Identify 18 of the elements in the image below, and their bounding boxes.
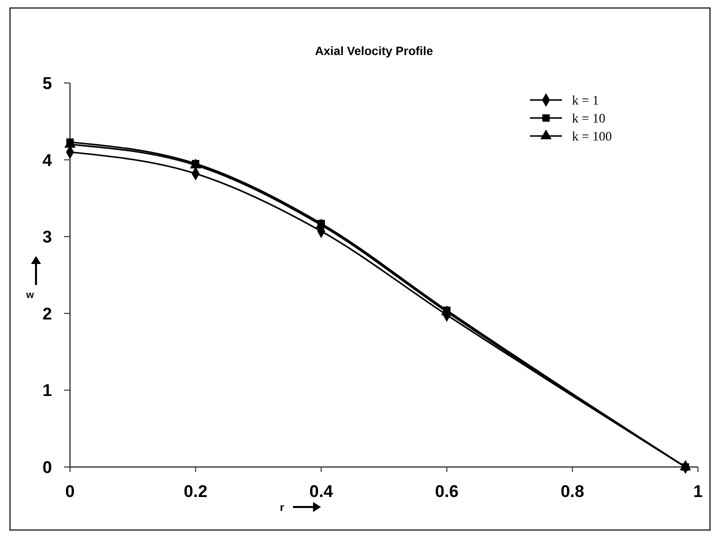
x-tick-label: 1 — [693, 482, 703, 501]
x-tick-label: 0.4 — [309, 482, 334, 501]
chart-title: Axial Velocity Profile — [314, 44, 434, 58]
y-axis-title: w — [25, 290, 34, 301]
x-tick-label: 0 — [65, 482, 75, 501]
y-tick-label: 0 — [42, 458, 52, 477]
x-axis-title: r — [280, 502, 285, 514]
x-tick-label: 0.8 — [560, 482, 584, 501]
x-tick-label: 0.6 — [434, 482, 459, 501]
y-tick-label: 5 — [42, 74, 52, 93]
legend-label: k = 1 — [572, 92, 599, 108]
x-tick-label: 0.2 — [184, 482, 208, 501]
legend-label: k = 100 — [572, 128, 612, 144]
y-tick-label: 1 — [42, 381, 52, 400]
y-tick-label: 3 — [42, 228, 52, 247]
y-tick-label: 2 — [42, 304, 52, 324]
y-tick-label: 4 — [42, 150, 53, 170]
legend-label: k = 10 — [572, 110, 606, 126]
